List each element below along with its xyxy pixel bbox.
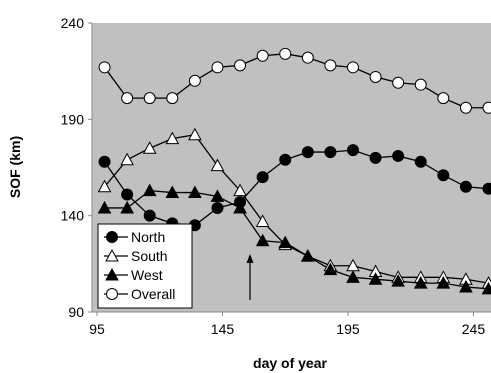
y-tick-label: 140 — [61, 208, 85, 224]
marker — [324, 146, 337, 159]
x-tick-label: 245 — [462, 321, 486, 337]
marker — [142, 141, 157, 154]
marker — [391, 274, 405, 287]
marker — [188, 74, 201, 87]
x-tick-label: 195 — [336, 321, 360, 337]
marker — [278, 235, 293, 249]
marker — [165, 131, 180, 145]
marker — [188, 127, 202, 141]
y-tick-label: 90 — [68, 304, 84, 320]
legend-label: South — [131, 248, 168, 264]
legend-label: West — [131, 267, 163, 283]
marker — [256, 171, 269, 184]
marker — [210, 189, 225, 202]
marker — [369, 151, 382, 164]
marker — [256, 49, 269, 62]
marker — [301, 51, 314, 64]
marker — [459, 279, 473, 293]
marker — [392, 149, 405, 162]
legend: North South West Overall — [97, 223, 193, 309]
marker — [414, 78, 427, 91]
marker — [142, 183, 157, 197]
marker — [279, 153, 292, 166]
marker — [437, 169, 450, 182]
marker — [121, 188, 134, 201]
marker — [106, 288, 118, 300]
marker — [210, 158, 225, 172]
marker — [106, 231, 118, 243]
marker — [459, 101, 472, 114]
marker — [97, 200, 112, 214]
marker — [414, 155, 427, 168]
marker — [211, 201, 224, 214]
marker — [437, 92, 450, 105]
marker — [121, 92, 134, 105]
legend-label: North — [131, 229, 165, 245]
marker — [166, 92, 179, 105]
x-axis-label: day of year — [253, 355, 327, 371]
marker — [143, 209, 156, 222]
marker — [369, 70, 382, 83]
marker — [346, 144, 359, 157]
legend-label: Overall — [131, 286, 175, 302]
marker — [143, 92, 156, 105]
marker — [482, 101, 491, 114]
marker — [459, 180, 472, 193]
x-tick-label: 95 — [89, 321, 105, 337]
marker — [392, 76, 405, 89]
marker — [482, 182, 491, 195]
marker — [120, 152, 134, 166]
y-axis-label: SOF (km) — [7, 136, 23, 198]
marker — [188, 185, 202, 199]
arrow-head — [246, 254, 254, 263]
marker — [255, 233, 270, 247]
marker — [413, 276, 428, 289]
marker — [346, 270, 360, 283]
marker — [255, 214, 270, 227]
marker — [98, 155, 111, 168]
marker — [436, 276, 451, 289]
marker — [481, 281, 491, 295]
marker — [233, 183, 247, 197]
marker — [233, 200, 247, 214]
y-tick-label: 190 — [61, 111, 85, 127]
series-layer — [97, 47, 491, 295]
marker — [368, 272, 383, 285]
marker — [97, 179, 112, 193]
marker — [279, 47, 292, 60]
marker — [301, 146, 314, 159]
marker — [300, 249, 315, 262]
axes: 90 140 190 240 95 145 195 245 — [61, 15, 491, 337]
marker — [324, 59, 337, 72]
marker — [105, 248, 119, 262]
x-tick-label: 145 — [211, 321, 235, 337]
marker — [105, 267, 119, 281]
marker — [98, 61, 111, 74]
marker — [211, 61, 224, 74]
y-tick-label: 240 — [61, 15, 85, 31]
marker — [323, 262, 338, 276]
marker — [165, 185, 180, 199]
marker — [234, 59, 247, 72]
marker — [120, 200, 134, 214]
marker — [346, 61, 359, 74]
